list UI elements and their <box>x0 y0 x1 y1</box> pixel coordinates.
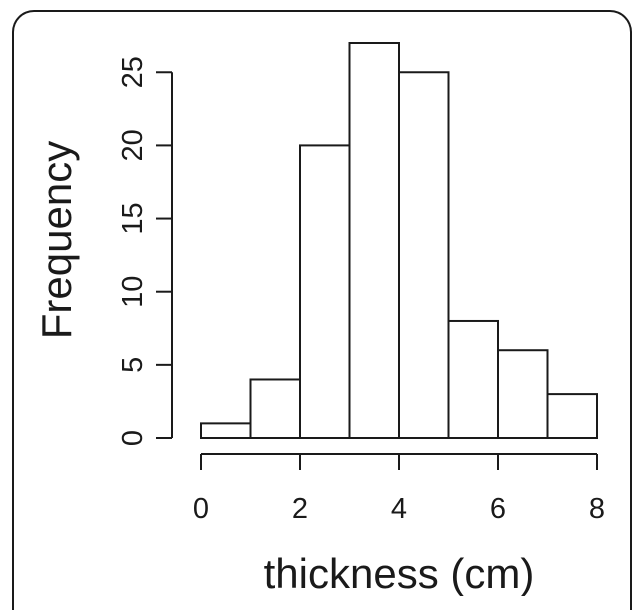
histogram-bar-1 <box>200 422 252 439</box>
y-axis-title: Frequency <box>33 141 80 339</box>
histogram-bar-6 <box>447 319 499 439</box>
y-tick-label: 5 <box>117 357 149 373</box>
histogram-bar-7 <box>497 349 549 440</box>
histogram-bars <box>200 42 598 440</box>
y-tick-label: 20 <box>117 129 149 161</box>
y-tick-label: 0 <box>117 430 149 446</box>
histogram-bar-3 <box>299 144 351 439</box>
histogram-chart: 0 2 4 6 8 0 5 10 15 20 25 thickness (cm) Frequenc… <box>33 42 605 596</box>
histogram-figure: 0 2 4 6 8 0 5 10 15 20 25 thickness (cm) Frequenc… <box>12 10 632 610</box>
x-tick-label: 6 <box>490 493 506 525</box>
x-axis-title: thickness (cm) <box>264 550 535 596</box>
histogram-bar-5 <box>398 71 450 440</box>
x-tick-label: 8 <box>589 493 605 525</box>
y-tick-label: 25 <box>117 56 149 88</box>
y-axis: 0 5 10 15 20 25 <box>117 56 173 446</box>
y-tick-label: 15 <box>117 202 149 234</box>
x-tick-label: 0 <box>193 493 209 525</box>
x-tick-label: 4 <box>391 493 407 525</box>
x-axis: 0 2 4 6 8 <box>193 453 605 525</box>
y-tick-label: 10 <box>117 276 149 308</box>
figure-frame <box>12 10 632 610</box>
histogram-bar-2 <box>249 378 301 439</box>
histogram-bar-8 <box>546 393 598 440</box>
histogram-bar-4 <box>348 42 400 439</box>
x-tick-label: 2 <box>292 493 308 525</box>
